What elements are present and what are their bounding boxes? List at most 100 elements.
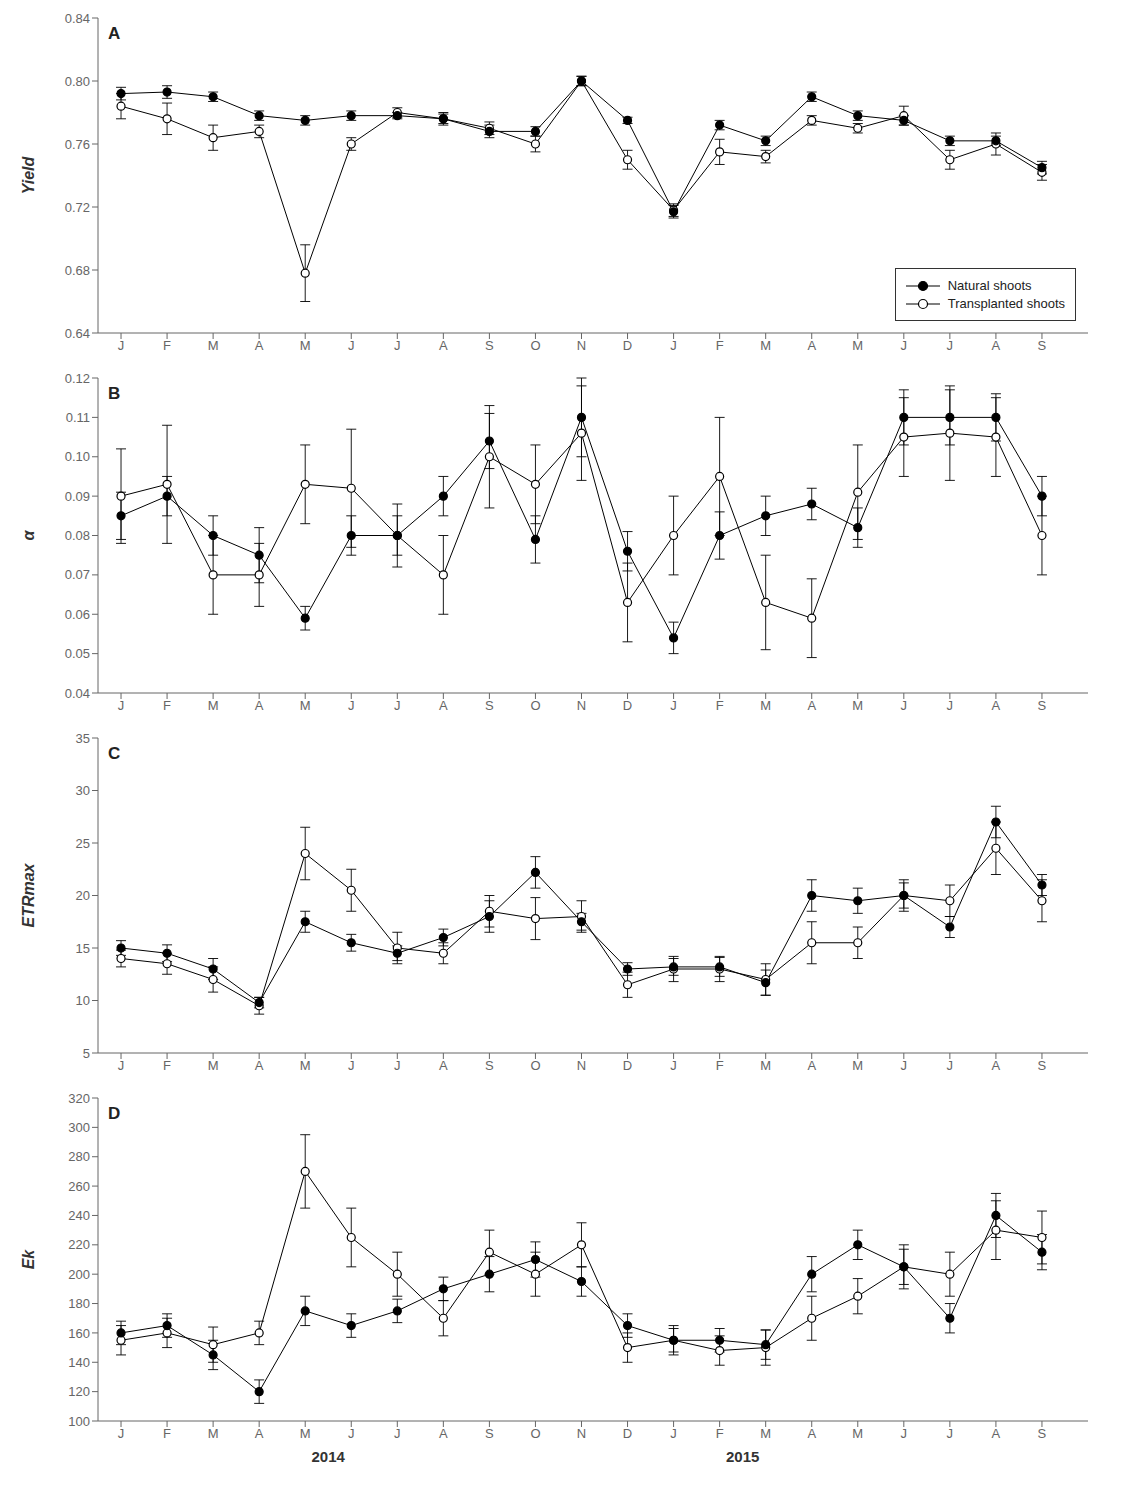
- svg-text:F: F: [716, 1426, 724, 1441]
- svg-text:30: 30: [76, 783, 90, 798]
- svg-text:M: M: [300, 1058, 311, 1073]
- svg-text:J: J: [670, 338, 677, 353]
- svg-text:20: 20: [76, 888, 90, 903]
- svg-text:N: N: [577, 338, 586, 353]
- svg-text:M: M: [208, 338, 219, 353]
- svg-text:0.08: 0.08: [65, 528, 90, 543]
- svg-text:J: J: [118, 1058, 125, 1073]
- svg-text:D: D: [623, 1426, 632, 1441]
- svg-text:J: J: [901, 1426, 908, 1441]
- svg-text:J: J: [947, 338, 954, 353]
- svg-text:S: S: [485, 698, 494, 713]
- svg-text:A: A: [807, 1058, 816, 1073]
- svg-text:F: F: [163, 1426, 171, 1441]
- svg-text:140: 140: [68, 1355, 90, 1370]
- svg-text:S: S: [485, 1426, 494, 1441]
- svg-text:J: J: [394, 698, 401, 713]
- svg-text:M: M: [208, 1426, 219, 1441]
- svg-text:240: 240: [68, 1208, 90, 1223]
- svg-text:A: A: [439, 338, 448, 353]
- svg-text:A: A: [807, 698, 816, 713]
- svg-text:α: α: [20, 529, 37, 540]
- svg-text:260: 260: [68, 1179, 90, 1194]
- svg-text:D: D: [623, 1058, 632, 1073]
- svg-text:J: J: [947, 698, 954, 713]
- svg-text:A: A: [255, 338, 264, 353]
- svg-text:J: J: [118, 698, 125, 713]
- svg-text:N: N: [577, 1058, 586, 1073]
- svg-text:S: S: [485, 1058, 494, 1073]
- svg-text:0.04: 0.04: [65, 686, 90, 701]
- svg-text:J: J: [348, 698, 355, 713]
- svg-text:0.06: 0.06: [65, 607, 90, 622]
- svg-text:O: O: [530, 1426, 540, 1441]
- svg-text:D: D: [623, 338, 632, 353]
- svg-text:0.72: 0.72: [65, 200, 90, 215]
- svg-text:M: M: [852, 1426, 863, 1441]
- svg-text:M: M: [760, 338, 771, 353]
- svg-text:S: S: [485, 338, 494, 353]
- svg-text:J: J: [901, 338, 908, 353]
- svg-text:J: J: [118, 338, 125, 353]
- svg-text:0.10: 0.10: [65, 449, 90, 464]
- svg-text:0.09: 0.09: [65, 489, 90, 504]
- svg-text:A: A: [439, 1426, 448, 1441]
- svg-text:A: A: [439, 698, 448, 713]
- svg-text:F: F: [716, 1058, 724, 1073]
- svg-text:F: F: [163, 338, 171, 353]
- svg-text:J: J: [901, 1058, 908, 1073]
- svg-text:J: J: [348, 338, 355, 353]
- svg-text:0.11: 0.11: [66, 410, 90, 425]
- svg-text:A: A: [992, 338, 1001, 353]
- svg-text:5: 5: [83, 1046, 90, 1061]
- svg-text:0.05: 0.05: [65, 646, 90, 661]
- svg-text:M: M: [208, 1058, 219, 1073]
- svg-text:M: M: [760, 1426, 771, 1441]
- svg-text:Yield: Yield: [20, 155, 37, 194]
- svg-text:A: A: [439, 1058, 448, 1073]
- svg-text:A: A: [255, 698, 264, 713]
- svg-text:0.12: 0.12: [65, 371, 90, 386]
- svg-text:M: M: [852, 1058, 863, 1073]
- svg-text:F: F: [716, 338, 724, 353]
- svg-text:M: M: [300, 338, 311, 353]
- svg-text:M: M: [208, 698, 219, 713]
- svg-text:J: J: [348, 1426, 355, 1441]
- svg-text:J: J: [394, 1058, 401, 1073]
- svg-text:0.84: 0.84: [65, 11, 90, 26]
- svg-text:35: 35: [76, 731, 90, 746]
- svg-text:A: A: [992, 698, 1001, 713]
- svg-text:J: J: [947, 1058, 954, 1073]
- svg-text:160: 160: [68, 1326, 90, 1341]
- svg-text:F: F: [716, 698, 724, 713]
- svg-text:Ek: Ek: [20, 1249, 37, 1270]
- svg-text:J: J: [394, 1426, 401, 1441]
- svg-text:N: N: [577, 698, 586, 713]
- svg-text:J: J: [947, 1426, 954, 1441]
- svg-text:S: S: [1038, 698, 1047, 713]
- svg-text:A: A: [255, 1058, 264, 1073]
- svg-text:A: A: [255, 1426, 264, 1441]
- svg-text:M: M: [760, 1058, 771, 1073]
- svg-text:J: J: [394, 338, 401, 353]
- svg-text:M: M: [760, 698, 771, 713]
- svg-text:J: J: [348, 1058, 355, 1073]
- svg-text:0.68: 0.68: [65, 263, 90, 278]
- svg-text:A: A: [992, 1058, 1001, 1073]
- svg-text:D: D: [623, 698, 632, 713]
- svg-text:J: J: [670, 1058, 677, 1073]
- svg-text:M: M: [852, 338, 863, 353]
- svg-text:320: 320: [68, 1091, 90, 1106]
- svg-text:200: 200: [68, 1267, 90, 1282]
- svg-text:A: A: [807, 338, 816, 353]
- svg-text:M: M: [300, 698, 311, 713]
- svg-text:100: 100: [68, 1414, 90, 1429]
- svg-text:0.07: 0.07: [65, 567, 90, 582]
- svg-text:180: 180: [68, 1296, 90, 1311]
- svg-text:J: J: [670, 698, 677, 713]
- svg-text:M: M: [300, 1426, 311, 1441]
- svg-text:0.64: 0.64: [65, 326, 90, 341]
- svg-text:S: S: [1038, 1426, 1047, 1441]
- svg-text:2015: 2015: [726, 1448, 759, 1465]
- svg-text:280: 280: [68, 1149, 90, 1164]
